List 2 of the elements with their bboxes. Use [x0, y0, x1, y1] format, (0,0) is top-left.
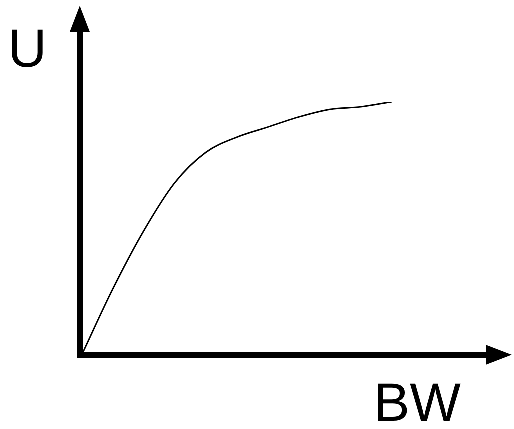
y-axis-title: U: [8, 19, 47, 79]
x-axis-title: BW: [374, 373, 461, 429]
